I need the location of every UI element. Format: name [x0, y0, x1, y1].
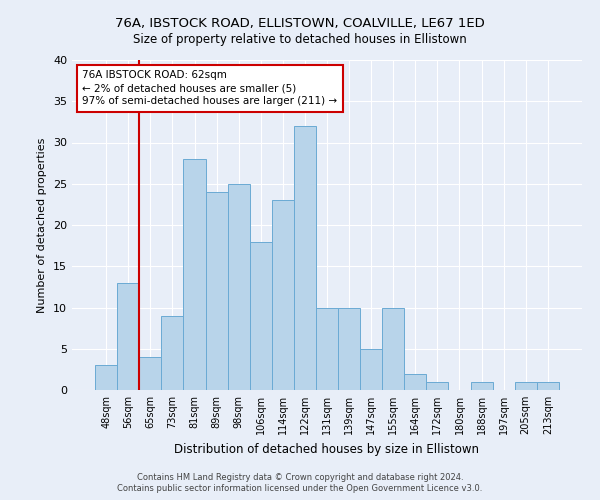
Bar: [139, 357, 161, 390]
Bar: [404, 374, 427, 390]
Bar: [95, 365, 117, 390]
Text: 76A IBSTOCK ROAD: 62sqm
← 2% of detached houses are smaller (5)
97% of semi-deta: 76A IBSTOCK ROAD: 62sqm ← 2% of detached…: [82, 70, 337, 106]
Bar: [470, 382, 493, 390]
X-axis label: Distribution of detached houses by size in Ellistown: Distribution of detached houses by size …: [175, 442, 479, 456]
Y-axis label: Number of detached properties: Number of detached properties: [37, 138, 47, 312]
Bar: [227, 184, 250, 390]
Bar: [316, 308, 338, 390]
Bar: [206, 192, 227, 390]
Text: Size of property relative to detached houses in Ellistown: Size of property relative to detached ho…: [133, 32, 467, 46]
Text: Contains HM Land Registry data © Crown copyright and database right 2024.: Contains HM Land Registry data © Crown c…: [137, 472, 463, 482]
Bar: [184, 159, 206, 390]
Bar: [250, 242, 272, 390]
Bar: [294, 126, 316, 390]
Text: 76A, IBSTOCK ROAD, ELLISTOWN, COALVILLE, LE67 1ED: 76A, IBSTOCK ROAD, ELLISTOWN, COALVILLE,…: [115, 18, 485, 30]
Bar: [161, 316, 184, 390]
Bar: [360, 349, 382, 390]
Bar: [272, 200, 294, 390]
Bar: [515, 382, 537, 390]
Bar: [382, 308, 404, 390]
Bar: [537, 382, 559, 390]
Bar: [338, 308, 360, 390]
Text: Contains public sector information licensed under the Open Government Licence v3: Contains public sector information licen…: [118, 484, 482, 493]
Bar: [427, 382, 448, 390]
Bar: [117, 283, 139, 390]
